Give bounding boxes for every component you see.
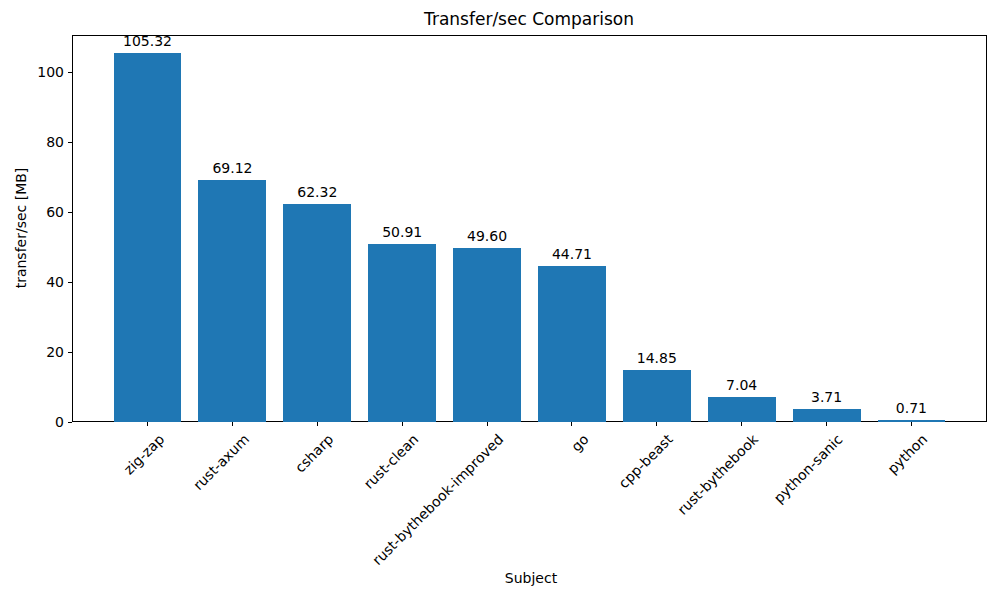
x-axis-tick: [402, 422, 403, 426]
bar-value-label: 69.12: [192, 160, 272, 176]
y-axis-tick-label: 40: [14, 273, 64, 291]
bar-python-sanic: [793, 409, 861, 422]
y-axis-tick: [68, 142, 72, 143]
y-axis-tick-label: 60: [14, 203, 64, 221]
y-axis-tick: [68, 72, 72, 73]
bar-value-label: 105.32: [108, 33, 188, 49]
y-axis-tick: [68, 422, 72, 423]
x-axis-tick: [911, 422, 912, 426]
x-axis-tick-label: zig-zap: [120, 431, 167, 478]
x-axis-tick-label: csharp: [292, 431, 337, 476]
bar-csharp: [283, 204, 351, 422]
x-axis-tick-label: python: [885, 431, 931, 477]
bar-rust-bythebook-improved: [453, 248, 521, 422]
y-axis-tick-label: 100: [14, 63, 64, 81]
x-axis-tick-label: rust-clean: [361, 431, 422, 492]
y-axis-label: transfer/sec [MB]: [13, 168, 29, 289]
bar-value-label: 14.85: [617, 350, 697, 366]
bar-go: [538, 266, 606, 422]
y-axis-tick: [68, 352, 72, 353]
bar-rust-bythebook: [708, 397, 776, 422]
bar-value-label: 50.91: [362, 224, 442, 240]
bar-value-label: 7.04: [702, 377, 782, 393]
x-axis-tick: [656, 422, 657, 426]
y-axis-tick: [68, 282, 72, 283]
bar-cpp-beast: [623, 370, 691, 422]
bar-value-label: 3.71: [787, 389, 867, 405]
x-axis-tick: [571, 422, 572, 426]
x-axis-tick: [741, 422, 742, 426]
x-axis-tick-label: go: [568, 431, 592, 455]
x-axis-label: Subject: [505, 570, 557, 586]
x-axis-tick: [317, 422, 318, 426]
y-axis-tick-label: 0: [14, 413, 64, 431]
bar-rust-clean: [368, 244, 436, 422]
x-axis-tick: [147, 422, 148, 426]
x-axis-tick: [232, 422, 233, 426]
x-axis-tick-label: cpp-beast: [616, 431, 676, 491]
bar-value-label: 44.71: [532, 246, 612, 262]
bar-value-label: 49.60: [447, 228, 527, 244]
x-axis-tick-label: python-sanic: [771, 431, 846, 506]
y-axis-tick-label: 20: [14, 343, 64, 361]
x-axis-tick: [826, 422, 827, 426]
bar-value-label: 62.32: [277, 184, 357, 200]
bar-rust-axum: [198, 180, 266, 422]
chart-title: Transfer/sec Comparison: [424, 9, 634, 29]
x-axis-tick-label: rust-bythebook: [674, 431, 761, 518]
bar-value-label: 0.71: [871, 400, 951, 416]
x-axis-tick: [487, 422, 488, 426]
y-axis-tick-label: 80: [14, 133, 64, 151]
x-axis-tick-label: rust-axum: [190, 431, 252, 493]
bar-zig-zap: [114, 53, 182, 422]
y-axis-tick: [68, 212, 72, 213]
bar-chart-figure: Transfer/sec Comparison transfer/sec [MB…: [0, 0, 1000, 600]
